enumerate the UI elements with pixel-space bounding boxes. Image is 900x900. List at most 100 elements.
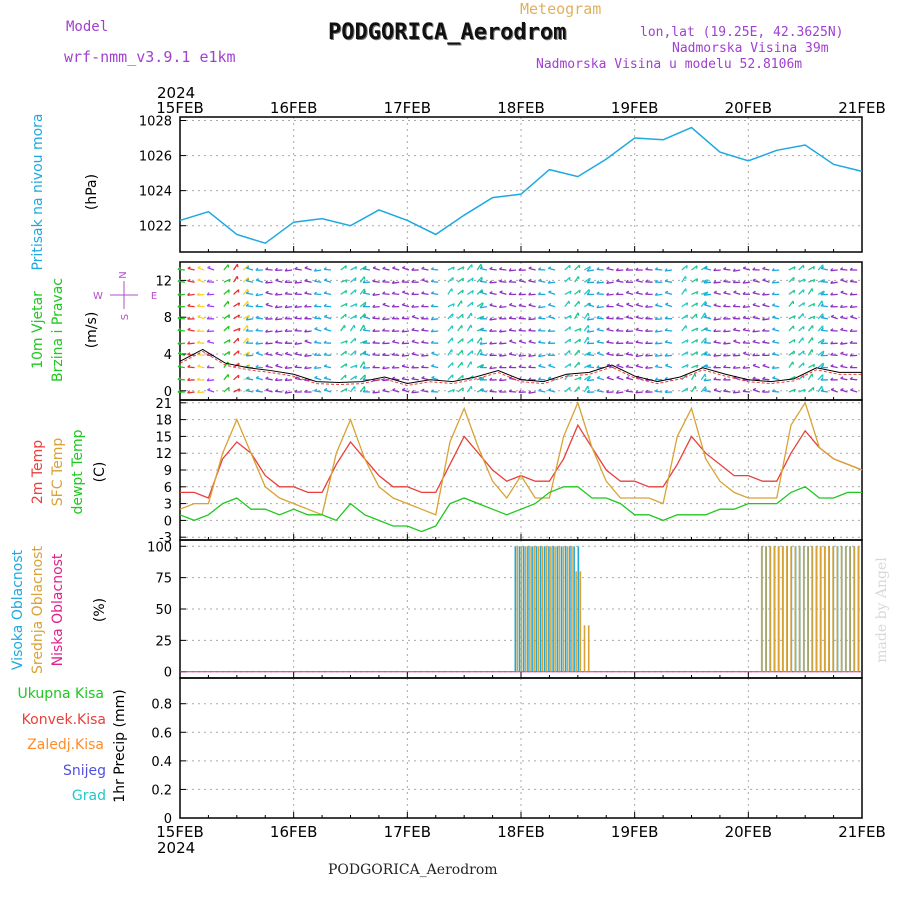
wind-barb-head [820,353,824,357]
wind-barb-head [228,279,231,283]
wind-barb [681,374,688,381]
wind-barb [807,373,813,381]
wind-barb [798,289,805,295]
wind-barb-head [696,291,699,295]
wind-barb-head [654,329,658,333]
wind-barb [583,336,589,344]
wind-barb [817,290,825,295]
wind-barb-head [547,328,551,332]
wind-barb-head [811,349,814,353]
wind-barb-head [362,351,367,355]
panel-frame [179,677,863,819]
wind-barb-head [654,364,659,368]
wind-barb [233,314,240,320]
wind-barb [713,281,721,284]
wind-barb-head [355,266,358,270]
wind-barb [817,362,824,369]
wind-barb-head [713,280,717,284]
wind-barb [233,337,239,344]
wind-barb-head [274,267,278,271]
wind-barb-head [245,376,250,380]
wind-barb [820,267,829,271]
wind-barb-head [479,352,483,355]
wind-barb [606,353,614,357]
wind-barb [509,269,517,272]
wind-barb-head [703,340,707,344]
wind-barb-head [294,328,298,332]
wind-barb [350,266,357,271]
wind-barb [242,337,249,344]
wind-barb-head [569,363,572,367]
wind-barb-head [703,280,707,284]
wind-barb [850,305,858,309]
wind-barb-head [508,315,512,319]
wind-barb [528,318,536,321]
wind-barb [820,316,829,320]
wind-barb-head [238,314,241,318]
wind-barb-head [579,339,581,343]
wind-barb [798,278,806,283]
wind-barb-head [849,292,853,296]
wind-barb-head [742,291,746,295]
wind-barb [350,303,358,308]
wind-barb-head [664,376,668,380]
wind-barb [564,373,570,381]
wind-barb [499,354,507,357]
wind-barb-head [177,364,181,368]
wind-barb [372,354,380,357]
wind-barb-head [762,303,766,306]
wind-barb [596,293,604,296]
wind-barb-head [586,352,590,356]
wind-barb [564,264,571,271]
wind-barb [817,385,823,393]
wind-barb [817,300,823,307]
wind-barb [294,377,302,381]
wind-speed-line [179,348,862,384]
wind-barb [830,389,838,393]
wind-barb [479,329,487,332]
wind-barb-head [323,376,328,379]
wind-barb-head [462,387,464,391]
wind-barb-head [742,280,746,284]
precip-legend: Ukupna Kisa Konvek.Kisa Zaledj.Kisa Snijeg G… [17,686,106,804]
wind-barb-head [177,389,181,393]
wind-barb [431,352,439,357]
wind-barb [538,280,546,283]
wind-barb [772,281,780,284]
wind-barb [285,305,293,309]
wind-barb-head [742,365,746,369]
wind-barb-head [703,315,708,318]
wind-barb [466,350,474,356]
wind-barb-head [345,388,348,392]
wind-barb [265,353,273,357]
wind-barb [233,327,241,332]
wind-barb-head [353,324,356,329]
wind-barb-head [723,279,727,283]
wind-barb [681,302,688,308]
wind-barb [701,291,709,296]
wind-barb [830,365,838,369]
wind-barb-head [606,292,610,296]
wind-barb [681,339,689,344]
wind-barb-head [246,266,250,269]
wind-barb [587,365,595,369]
wind-barb [704,389,712,393]
wind-barb-head [528,390,532,394]
wind-barb [382,366,390,370]
wind-barb [616,269,624,272]
wind-barb [350,289,357,295]
wind-barb-head [547,376,552,380]
wind-barb [466,385,472,393]
wind-barb [382,318,390,321]
wind-barb [830,342,838,345]
wind-barb-head [508,279,512,283]
wind-barb [499,330,507,333]
y-tick-label: 75 [155,572,172,587]
wind-barb [548,316,556,320]
wind-barb [703,342,712,344]
wind-barb-head [820,315,824,319]
wind-barb [314,366,322,370]
wind-barb-head [265,329,269,333]
wind-barb-head [245,317,249,321]
wind-barb-head [275,278,279,281]
